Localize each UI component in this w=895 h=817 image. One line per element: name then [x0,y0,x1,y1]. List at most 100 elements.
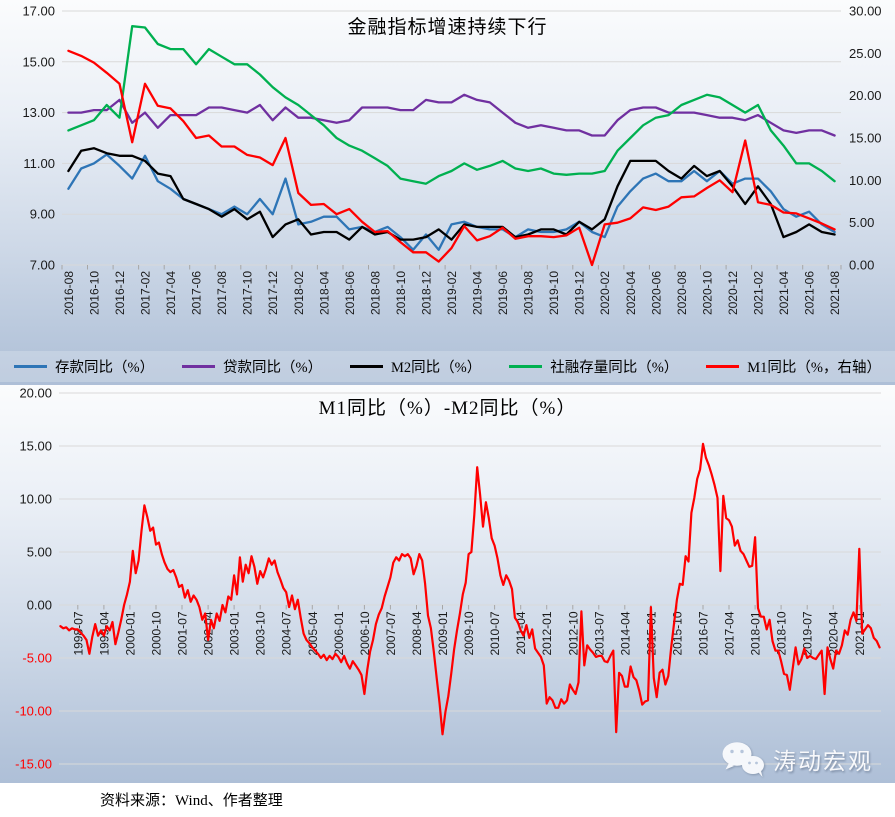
legend-item-m2-yoy: M2同比（%） [350,356,481,377]
top-chart: 17.00 15.00 13.00 11.00 9.00 7.00 30.00 25.00 20… [0,0,895,385]
x-axis-label: 2018-02 [292,271,306,315]
x-axis-label: 2018-04 [317,271,331,315]
bottom-chart-plot: 20.00 15.00 10.00 5.00 0.00 -5.00 -10.00 -15.00… [15,386,881,772]
x-axis-label: 2018-12 [420,271,434,315]
x-axis-label: 2009-10 [462,611,476,655]
x-axis-label: 2020-10 [700,271,714,315]
legend-item-deposits-yoy: 存款同比（%） [14,356,154,377]
legend-item-loans-yoy: 贷款同比（%） [182,356,322,377]
legend-label: 贷款同比（%） [223,360,323,376]
y-axis-label: 10.00 [19,492,52,507]
x-axis-label: 2019-04 [471,271,485,315]
x-axis-label: 2003-10 [254,611,268,655]
legend-swatch-loans-yoy [182,364,216,369]
legend-swatch-m2-yoy [350,364,384,369]
watermark-text: 涛动宏观 [773,749,873,774]
legend: 存款同比（%） 贷款同比（%） M2同比（%） 社融存量同比（%） M1同比（%，右轴） [0,351,895,382]
x-axis-label: 2010-07 [488,611,502,655]
x-axis-label: 2017-04 [723,611,737,655]
legend-label: M2同比（%） [391,360,482,376]
series-line-deposits-yoy [67,153,836,251]
x-axis-label: 2006-10 [358,611,372,655]
x-axis-label: 2019-08 [522,271,536,315]
y-axis-label: 5.00 [27,545,52,560]
y-axis-label: 0.00 [27,598,52,613]
series-line-m1-minus-m2 [59,442,881,736]
x-axis-label: 2016-10 [87,271,101,315]
x-axis-label: 2014-04 [618,611,632,655]
x-axis-label: 2016-07 [697,611,711,655]
x-axis-label: 2019-12 [573,271,587,315]
series-line-m1-yoy [67,49,836,267]
x-axis-label: 2008-04 [410,611,424,655]
x-axis-label: 2016-12 [113,271,127,315]
left-axis-label: 9.00 [30,207,55,222]
x-axis-label: 2007-07 [384,611,398,655]
left-axis-label: 7.00 [30,258,55,273]
x-axis-label: 2019-06 [496,271,510,315]
x-axis-label: 2018-01 [749,611,763,655]
x-axis-label: 2000-10 [150,611,164,655]
source-text: 资料来源：Wind、作者整理 [100,793,283,809]
right-axis-label: 30.00 [849,4,882,19]
x-axis-label: 2016-08 [62,271,76,315]
top-chart-plot: 17.00 15.00 13.00 11.00 9.00 7.00 30.00 25.00 20… [22,4,882,316]
watermark: 涛动宏观 [720,740,873,778]
x-axis-label: 2021-08 [828,271,842,315]
x-axis-label: 2021-02 [752,271,766,315]
x-axis-label: 1998-07 [71,611,85,655]
x-axis-label: 2018-06 [343,271,357,315]
x-axis-label: 2021-04 [777,271,791,315]
y-axis-label: 15.00 [19,439,52,454]
y-axis-label: -15.00 [15,757,52,772]
right-axis-label: 5.00 [849,215,874,230]
left-axis-label: 13.00 [22,105,55,120]
legend-item-m1-yoy: M1同比（%，右轴） [706,356,881,377]
legend-swatch-deposits-yoy [14,364,47,369]
right-axis-label: 25.00 [849,46,882,61]
legend-label: 社融存量同比（%） [550,360,679,376]
x-axis-label: 2019-02 [445,271,459,315]
x-axis-label: 2017-04 [164,271,178,315]
top-chart-title: 金融指标增速持续下行 [347,17,548,38]
right-axis-label: 10.00 [849,173,882,188]
x-axis-label: 2017-12 [266,271,280,315]
x-axis-label: 2001-07 [176,611,190,655]
x-axis-label: 2020-04 [827,611,841,655]
x-axis-label: 2018-10 [394,271,408,315]
x-axis-label: 2006-01 [332,611,346,655]
left-axis-label: 11.00 [23,156,55,171]
x-axis-label: 2019-10 [547,271,561,315]
x-axis-label: 2012-01 [540,611,554,655]
legend-swatch-m1-yoy [706,364,740,369]
series-line-m2-yoy [67,147,836,241]
x-axis-label: 2020-08 [675,271,689,315]
x-axis-label: 2020-12 [726,271,740,315]
x-axis-label: 2020-04 [624,271,638,315]
y-axis-label: -10.00 [15,704,52,719]
legend-label: M1同比（%，右轴） [747,360,881,376]
legend-swatch-tsf-stock-yoy [509,364,543,369]
series-line-loans-yoy [67,93,836,137]
x-axis-label: 2013-07 [592,611,606,655]
x-axis-label: 2019-07 [801,611,815,655]
x-axis-label: 2012-10 [566,611,580,655]
right-axis-label: 20.00 [849,88,882,103]
x-axis-label: 2018-08 [368,271,382,315]
legend-item-tsf-stock-yoy: 社融存量同比（%） [509,356,678,377]
left-axis-label: 17.00 [22,4,55,19]
x-axis-label: 2021-01 [853,611,867,655]
x-axis-label: 2017-06 [190,271,204,315]
x-axis-label: 2018-10 [775,611,789,655]
y-axis-label: 20.00 [19,386,52,401]
x-axis-label: 2020-02 [598,271,612,315]
footer: 资料来源：Wind、作者整理 [0,783,895,817]
right-axis-label: 15.00 [849,131,882,146]
x-axis-label: 2009-01 [436,611,450,655]
x-axis-label: 2000-01 [123,611,137,655]
x-axis-label: 2017-02 [139,271,153,315]
x-axis-label: 2017-08 [215,271,229,315]
wechat-icon [722,742,764,777]
legend-label: 存款同比（%） [55,360,155,376]
